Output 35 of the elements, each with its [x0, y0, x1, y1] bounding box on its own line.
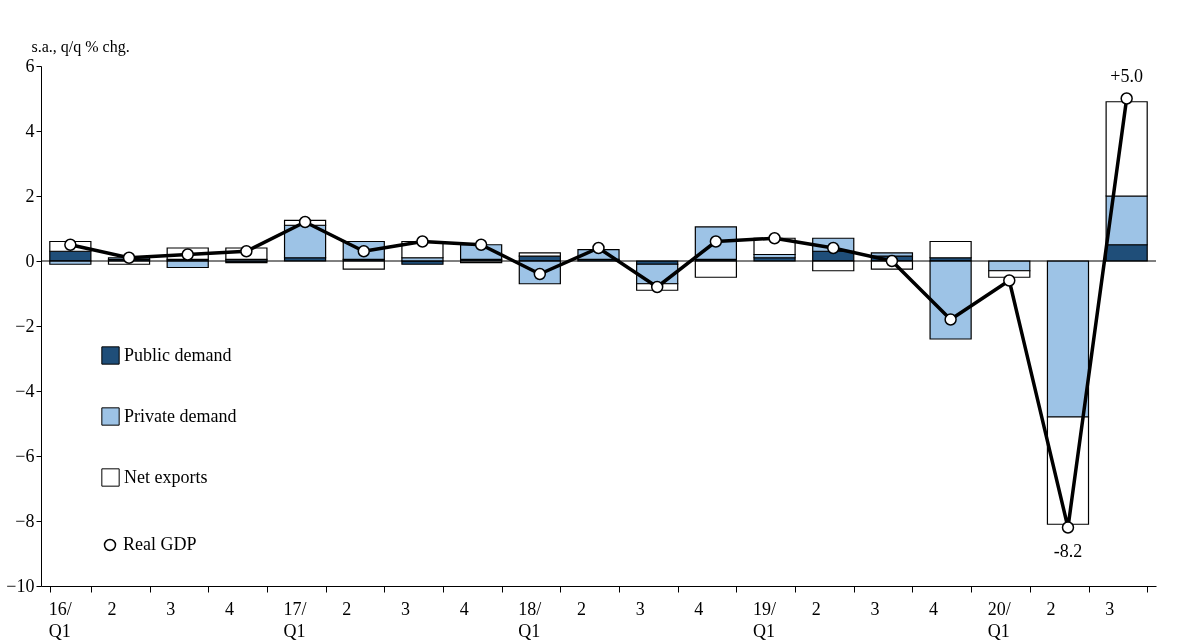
- x-tick-label: 2: [107, 598, 117, 619]
- y-tick-label: −10: [6, 575, 35, 596]
- legend-label: Private demand: [124, 405, 237, 426]
- y-axis-title: s.a., q/q % chg.: [31, 37, 130, 56]
- legend-label: Real GDP: [123, 534, 197, 554]
- x-tick-label: 20/ Q1: [987, 598, 1011, 641]
- x-tick-label: 4: [929, 598, 939, 619]
- data-label: -8.2: [1053, 540, 1083, 561]
- y-tick-label: −4: [15, 380, 35, 401]
- x-tick-label: 3: [870, 598, 880, 619]
- x-tick-label: 2: [342, 598, 352, 619]
- x-tick-label: 17/ Q1: [283, 598, 307, 641]
- x-tick-label: 3: [635, 598, 645, 619]
- legend-label: Net exports: [124, 466, 208, 487]
- data-label: +5.0: [1110, 65, 1143, 86]
- x-tick-label: 4: [459, 598, 469, 619]
- y-tick-label: 0: [25, 250, 35, 271]
- x-tick-label: 3: [400, 598, 410, 619]
- x-tick-label: 4: [224, 598, 234, 619]
- y-tick-label: −6: [15, 445, 35, 466]
- x-tick-label: 19/ Q1: [753, 598, 777, 641]
- y-tick-label: −2: [15, 315, 35, 336]
- legend-label: Public demand: [124, 344, 232, 365]
- x-tick-label: 2: [577, 598, 586, 619]
- x-tick-label: 2: [811, 598, 821, 619]
- x-tick-label: 4: [694, 598, 704, 619]
- y-tick-label: 4: [25, 120, 35, 141]
- y-tick-label: −8: [15, 510, 35, 531]
- x-tick-label: 16/ Q1: [48, 598, 72, 641]
- x-tick-label: 18/ Q1: [518, 598, 542, 641]
- x-tick-label: 3: [1105, 598, 1115, 619]
- x-tick-label: 3: [166, 598, 176, 619]
- y-tick-label: 2: [25, 185, 35, 206]
- y-tick-label: 6: [25, 55, 35, 76]
- x-tick-label: 2: [1046, 598, 1056, 619]
